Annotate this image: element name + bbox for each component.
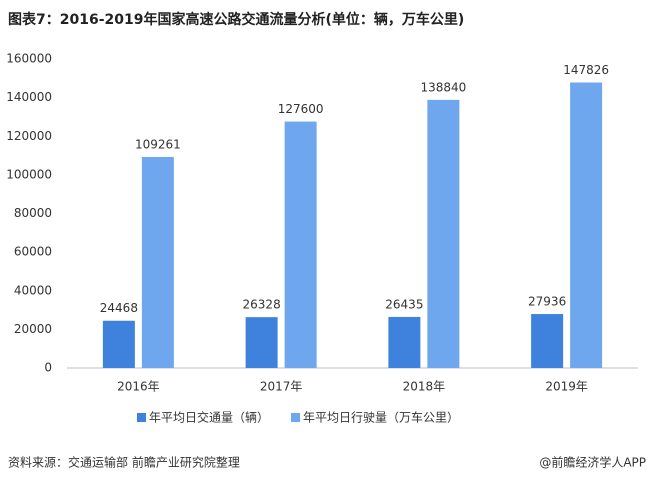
- data-label: 147826: [563, 63, 609, 77]
- x-tick-label: 2016年: [117, 380, 160, 394]
- bar: [570, 82, 603, 368]
- data-label: 24468: [100, 301, 138, 315]
- x-tick-label: 2018年: [403, 380, 446, 394]
- legend-swatch: [137, 413, 146, 422]
- bar: [284, 121, 317, 368]
- bar: [141, 156, 174, 368]
- bar: [102, 320, 135, 368]
- data-label: 26328: [243, 298, 281, 312]
- bar: [388, 316, 421, 368]
- legend-label: 年平均日行驶量（万车公里）: [303, 410, 459, 425]
- bar: [245, 317, 278, 368]
- y-tick-label: 60000: [14, 245, 52, 259]
- credit-note: @前瞻经济学人APP: [539, 455, 646, 470]
- y-tick-label: 40000: [14, 283, 52, 297]
- x-tick-label: 2019年: [545, 380, 588, 394]
- data-label: 27936: [528, 295, 566, 309]
- y-tick-label: 0: [44, 361, 52, 375]
- data-label: 26435: [385, 297, 423, 311]
- y-tick-label: 20000: [14, 322, 52, 336]
- y-tick-label: 120000: [6, 129, 52, 143]
- y-tick-label: 140000: [6, 90, 52, 104]
- source-note: 资料来源：交通运输部 前瞻产业研究院整理: [8, 455, 240, 470]
- chart-title: 图表7：2016-2019年国家高速公路交通流量分析(单位：辆，万车公里): [8, 11, 464, 28]
- y-tick-label: 80000: [14, 206, 52, 220]
- x-tick-label: 2017年: [260, 380, 303, 394]
- data-label: 109261: [135, 137, 181, 151]
- legend-label: 年平均日交通量（辆）: [149, 410, 269, 425]
- y-tick-label: 100000: [6, 167, 52, 181]
- y-tick-label: 160000: [6, 52, 52, 66]
- legend-swatch: [291, 413, 301, 422]
- bar: [427, 99, 460, 369]
- data-label: 127600: [278, 102, 324, 116]
- data-label: 138840: [420, 80, 466, 94]
- bar: [531, 314, 564, 368]
